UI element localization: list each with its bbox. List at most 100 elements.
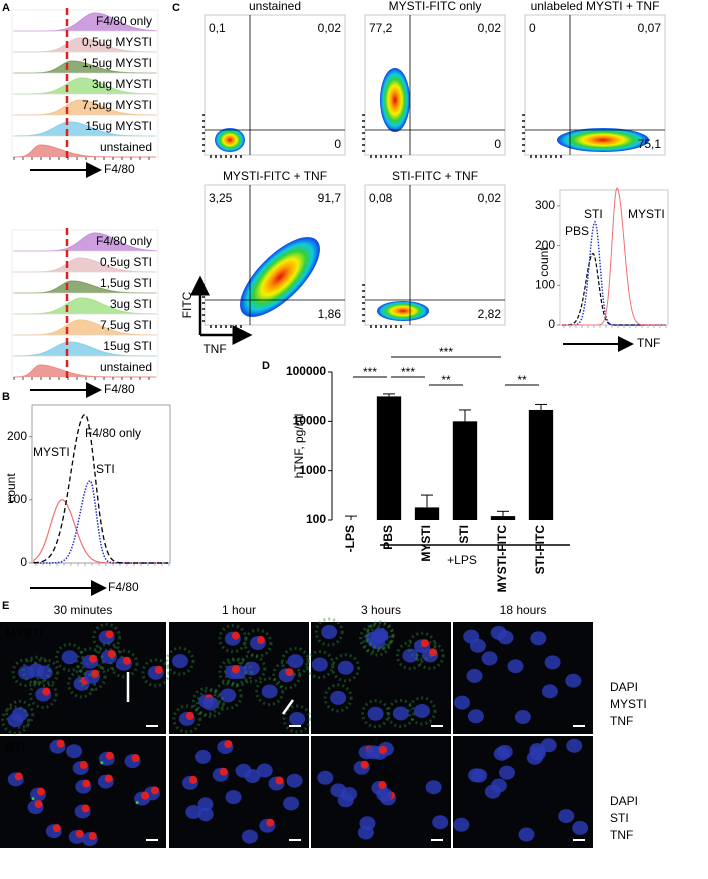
legend-entry: DAPI xyxy=(610,794,638,808)
quadrant-value: 0,1 xyxy=(209,21,226,35)
nucleus xyxy=(540,738,557,753)
x-tick-label: MYSTI xyxy=(419,525,433,562)
nucleus xyxy=(367,706,384,721)
nucleus xyxy=(544,655,561,670)
axis-label: F4/80 xyxy=(104,162,135,176)
significance-label: *** xyxy=(439,345,453,359)
nucleus xyxy=(357,825,374,840)
x-tick-label: MYSTI-FITC xyxy=(495,525,509,593)
nucleus xyxy=(61,650,78,665)
density xyxy=(380,68,410,132)
axis-label: FITC xyxy=(180,291,194,318)
histogram-label: 7,5ug STI xyxy=(100,318,152,332)
column-title: 1 hour xyxy=(222,603,256,617)
nucleus xyxy=(287,654,304,669)
curve-label: MYSTI xyxy=(33,445,70,459)
tnf-signal xyxy=(89,654,98,663)
nucleus xyxy=(321,625,338,640)
histogram-curve xyxy=(562,220,666,326)
nucleus xyxy=(566,738,583,753)
nucleus xyxy=(261,684,278,699)
histogram-label: F4/80 only xyxy=(96,234,152,248)
tnf-signal xyxy=(107,649,116,658)
tnf-signal xyxy=(231,665,240,674)
cell-membrane xyxy=(282,704,312,734)
y-tick-label: 300 xyxy=(535,198,555,212)
histogram-label: 1,5ug STI xyxy=(100,276,152,290)
tnf-signal xyxy=(52,824,61,833)
cell-membrane xyxy=(272,660,302,690)
y-tick-label: 0 xyxy=(20,555,27,569)
quadrant-value: 0,08 xyxy=(369,191,393,205)
cell-membrane xyxy=(331,653,361,683)
axis-label: F4/80 xyxy=(108,580,139,594)
axis-label: count xyxy=(4,473,18,503)
nucleus xyxy=(514,710,531,725)
cell-membrane xyxy=(5,699,35,729)
panel-letter: C xyxy=(172,2,180,14)
histogram-curve xyxy=(562,186,666,326)
tnf-signal xyxy=(105,751,114,760)
histogram xyxy=(14,144,156,158)
nucleus xyxy=(541,684,558,699)
error-bar xyxy=(383,393,395,397)
tnf-signal xyxy=(266,818,275,827)
axis-label: count xyxy=(537,247,551,277)
tnf-signal xyxy=(154,665,163,674)
nucleus xyxy=(454,695,471,710)
cell-membrane xyxy=(1,705,31,735)
cell-membrane xyxy=(365,620,395,650)
row-label: STI xyxy=(6,740,25,754)
plot-frame xyxy=(364,184,506,326)
cell-membrane xyxy=(218,624,248,654)
y-tick-label: 200 xyxy=(7,429,27,443)
y-tick-label: 0 xyxy=(548,317,555,331)
micrograph xyxy=(165,622,312,734)
density xyxy=(240,237,320,317)
bar xyxy=(414,507,440,520)
tnf-signal xyxy=(81,804,90,813)
error-bar xyxy=(421,494,433,508)
histogram-curve xyxy=(33,413,168,564)
nucleus xyxy=(241,829,258,844)
histogram-curve xyxy=(562,252,666,326)
axis-label: TNF xyxy=(637,336,660,350)
tnf-signal xyxy=(79,761,88,770)
nucleus xyxy=(244,769,261,784)
nucleus xyxy=(195,749,212,764)
nucleus xyxy=(289,711,306,726)
column-title: 30 minutes xyxy=(54,603,113,617)
density xyxy=(215,128,245,152)
nucleus xyxy=(493,746,510,761)
bar xyxy=(452,421,478,520)
nucleus xyxy=(225,790,242,805)
tnf-signal xyxy=(82,779,91,788)
plot-title: unlabeled MYSTI + TNF xyxy=(531,0,660,13)
nucleus xyxy=(481,651,498,666)
nucleus xyxy=(466,668,483,683)
micrograph xyxy=(305,617,451,734)
cell-membrane xyxy=(196,689,226,719)
micrograph xyxy=(453,622,593,734)
legend-entry: MYSTI xyxy=(610,697,647,711)
curve-label: PBS xyxy=(565,224,589,238)
nucleus xyxy=(171,654,188,669)
curve-label: STI xyxy=(584,207,603,221)
cell-membrane xyxy=(213,680,243,710)
cell-membrane xyxy=(314,617,344,647)
nucleus xyxy=(498,765,515,780)
nucleus xyxy=(7,713,24,728)
tnf-signal xyxy=(122,656,131,665)
cell-membrane xyxy=(255,676,285,706)
y-tick-label: 1000 xyxy=(299,463,326,477)
histogram-label: 1,5ug MYSTI xyxy=(82,56,152,70)
plot-frame xyxy=(364,14,506,156)
legend-entry: TNF xyxy=(610,828,633,842)
histogram-label: 0,5ug STI xyxy=(100,255,152,269)
nucleus xyxy=(558,809,575,824)
significance-label: ** xyxy=(517,373,527,387)
nucleus xyxy=(317,770,334,785)
nucleus xyxy=(402,648,419,663)
quadrant-value: 75,1 xyxy=(638,137,662,151)
quadrant-value: 0,02 xyxy=(478,191,502,205)
